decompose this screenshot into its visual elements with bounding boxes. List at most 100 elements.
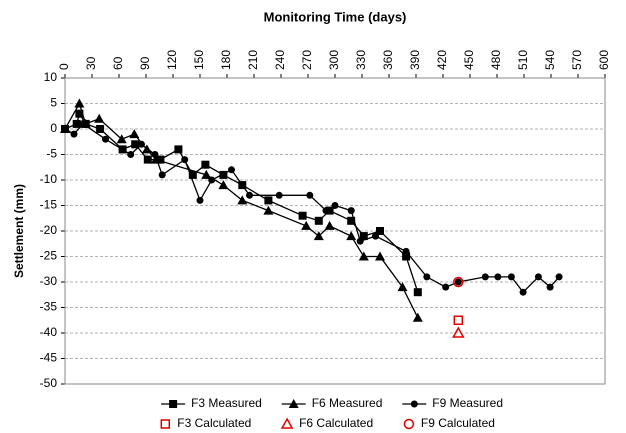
marker [413,288,422,297]
marker [150,154,161,164]
marker [75,109,84,118]
legend-item: F3 Measured [161,396,262,410]
marker [96,125,105,133]
x-tick-label: 540 [543,50,557,70]
marker [346,231,357,241]
marker [356,237,364,245]
x-tick-label: 270 [300,50,314,70]
marker [298,211,307,220]
x-tick-label: 420 [435,50,449,70]
marker [507,273,515,281]
marker [280,417,294,429]
legend-label: F6 Calculated [299,416,373,430]
marker [160,419,171,429]
marker [546,283,554,291]
marker [127,151,135,158]
marker [174,145,183,154]
y-tick-label: -20 [40,223,58,237]
x-tick-label: 390 [408,50,422,70]
marker [331,202,339,209]
marker [131,140,140,149]
marker [494,273,502,281]
marker [246,191,253,199]
y-tick-label: -25 [40,249,58,263]
marker [79,120,87,128]
marker [324,220,335,230]
marker [288,399,299,408]
marker [156,155,165,164]
y-tick-label: 0 [50,121,57,135]
marker [397,282,408,292]
x-tick-label: 90 [138,56,152,70]
x-tick-label: 330 [354,50,368,70]
x-tick-label: 150 [192,50,206,70]
marker [74,98,85,108]
y-tick-label: -30 [40,274,58,288]
marker [61,125,69,133]
marker [453,315,464,325]
y-tick-label: -45 [40,351,58,365]
marker [237,195,248,205]
marker [322,207,330,215]
y-tick-label: -40 [40,325,58,339]
x-tick-label: 300 [327,50,341,70]
x-tick-label: 60 [111,56,125,70]
marker [201,160,210,169]
legend-label: F6 Measured [312,396,383,410]
marker [359,232,368,241]
marker [412,312,423,322]
marker [555,273,563,281]
marker [151,151,159,158]
legend-item: F6 Calculated [280,416,373,430]
marker [72,119,81,128]
marker [325,206,334,215]
marker [70,130,78,138]
marker [375,251,385,261]
legend-label: F9 Calculated [421,416,495,430]
x-tick-label: 240 [273,50,287,70]
y-tick-label: -50 [40,376,58,390]
marker [143,155,152,164]
marker [347,216,356,225]
legend-label: F3 Calculated [177,416,251,430]
marker [181,156,189,164]
marker [201,169,212,179]
marker [402,247,410,255]
marker [402,252,411,261]
legend-label: F3 Measured [191,396,262,410]
marker [196,196,204,204]
y-axis-label: Settlement (mm) [12,184,26,278]
marker [275,191,283,199]
marker [263,205,274,215]
y-tick-label: -10 [40,172,58,186]
marker [218,180,229,190]
legend-item: F3 Calculated [160,416,251,430]
marker [208,176,216,184]
marker [219,170,228,179]
y-tick-label: -15 [40,198,58,212]
marker [102,135,109,143]
marker [158,171,166,179]
x-tick-label: 600 [597,50,611,70]
marker [169,400,178,408]
marker [454,278,462,286]
y-tick-label: 5 [50,96,57,110]
marker [481,273,489,281]
y-tick-label: -35 [40,300,58,314]
marker [453,276,464,288]
marker [519,288,527,296]
marker [376,227,384,235]
legend-item: F6 Measured [281,396,383,410]
x-tick-label: 510 [516,50,530,70]
y-tick-label: -5 [46,147,57,161]
series-line [64,101,419,318]
legend-item: F9 Calculated [403,416,495,430]
marker [306,191,314,199]
legend-item: F9 Measured [402,396,503,410]
marker [264,196,273,205]
chart-title: Monitoring Time (days) [264,9,407,24]
marker [129,129,140,139]
marker [188,170,197,179]
marker [228,166,235,174]
